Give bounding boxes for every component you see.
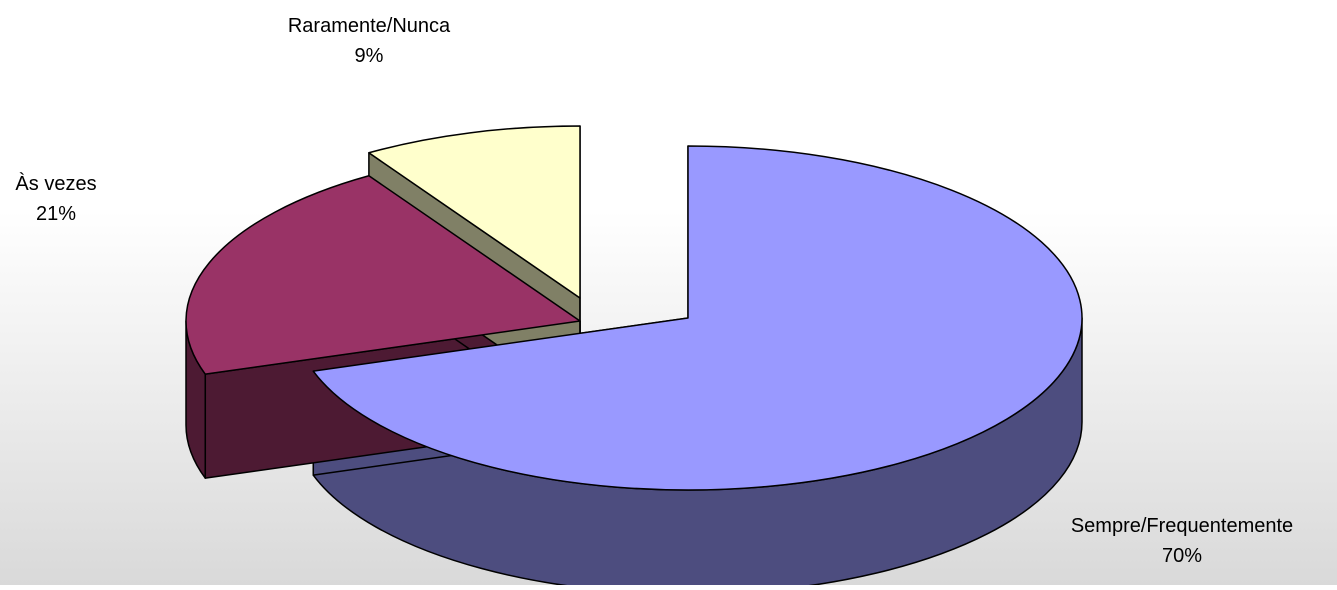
pie-labels: Sempre/Frequentemente 70% Às vezes 21% Raram…	[15, 15, 1293, 567]
pie-slice-tops	[185, 125, 1083, 491]
slice-value-2: 9%	[355, 45, 384, 67]
slice-label-0: Sempre/Frequentemente	[1071, 515, 1293, 537]
slice-value-1: 21%	[36, 203, 76, 225]
slice-value-0: 70%	[1162, 545, 1202, 567]
pie-slice-1	[185, 175, 581, 375]
pie-slice-2	[368, 125, 581, 299]
slice-label-1: Às vezes	[15, 172, 96, 195]
slice-label-2: Raramente/Nunca	[288, 15, 451, 37]
pie-slice-0	[312, 145, 1083, 491]
